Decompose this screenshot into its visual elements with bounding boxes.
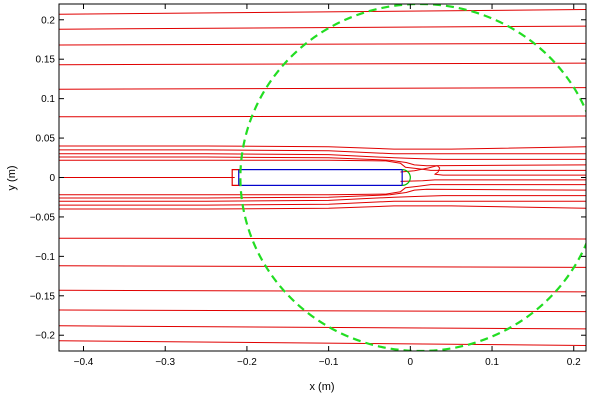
y-tick-label: −0.05 [30,212,56,223]
x-tick-label: 0.1 [485,357,499,368]
plot-content [59,4,586,351]
streamline-22 [59,309,586,313]
y-tick-label: 0.05 [36,134,56,145]
y-tick-label: 0.1 [41,94,55,105]
x-tick-label: −0.4 [74,357,94,368]
y-tick-label: −0.2 [35,331,55,342]
streamline-5 [59,115,586,118]
streamline-15 [59,188,586,199]
x-tick-label: 0.2 [567,357,581,368]
y-axis-label: y (m) [6,165,18,190]
streamline-21 [59,289,586,293]
nose-cap [402,169,411,186]
y-tick-label: −0.1 [35,252,55,263]
streamline-6 [59,145,586,150]
streamline-10 [59,159,586,171]
streamline-16 [59,195,586,202]
tail-cap [231,169,239,186]
domain-boundary-circle [239,4,586,351]
x-tick-label: −0.3 [155,357,175,368]
y-tick-label: −0.15 [30,291,56,302]
streamline-20 [59,265,586,268]
streamline-3 [59,62,586,66]
streamline-17 [59,200,586,206]
streamline-7 [59,149,586,155]
x-axis-label: x (m) [309,381,334,393]
streamline-14 [59,184,586,196]
axis-ticks: −0.4 −0.3 −0.2 −0.1 0 0.1 0.2 0.2 0.15 0.1 0.05 0 −0… [30,4,586,368]
streamline-12 [400,165,586,176]
y-tick-label: 0.2 [41,15,55,26]
x-tick-label: 0 [408,357,414,368]
streamline-8 [59,153,586,160]
streamline-4 [59,87,586,90]
x-tick-label: −0.2 [237,357,257,368]
y-tick-label: 0.15 [36,55,56,66]
streamline-9 [59,156,586,167]
streamline-2 [59,42,586,46]
y-tick-label: 0 [49,173,55,184]
streamline-19 [59,237,586,240]
streamline-24 [59,340,586,346]
streamline-0 [59,9,586,15]
x-tick-label: −0.1 [319,357,339,368]
body-outline [238,169,403,186]
streamline-18 [59,205,586,210]
streamline-1 [59,25,586,30]
streamline-23 [59,325,586,330]
streamline-13 [400,179,586,182]
